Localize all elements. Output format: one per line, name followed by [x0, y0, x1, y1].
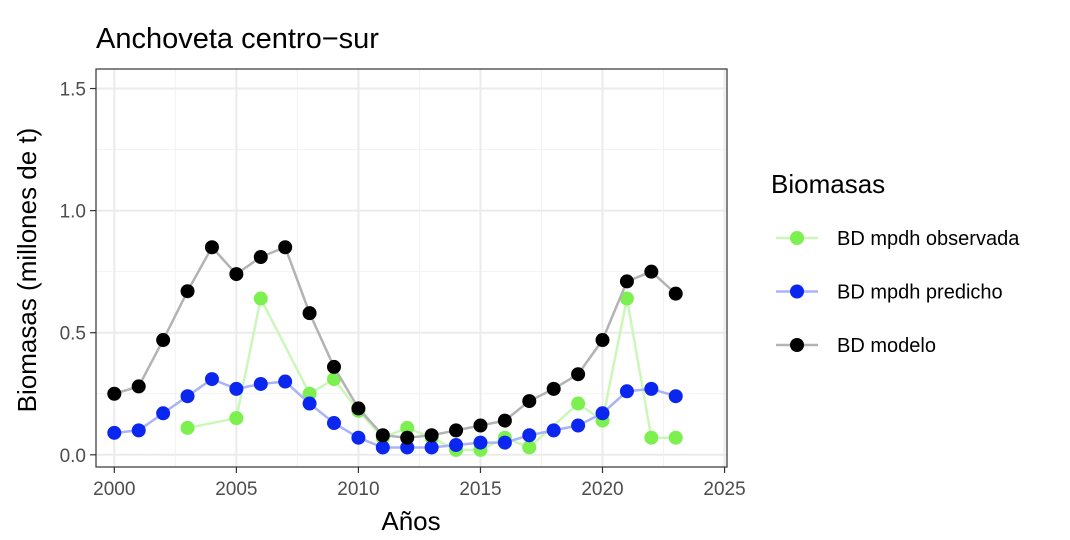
- data-point: [180, 389, 195, 404]
- legend-label: BD modelo: [837, 335, 936, 357]
- data-point: [546, 423, 561, 438]
- major-gridlines: [96, 69, 727, 467]
- data-point: [180, 284, 195, 299]
- data-point: [400, 420, 415, 435]
- series-line: [187, 297, 676, 452]
- data-point: [522, 428, 537, 443]
- data-point: [326, 359, 341, 374]
- legend-key-point: [790, 338, 804, 352]
- y-tick-label: 1.5: [60, 80, 86, 101]
- data-point: [619, 384, 634, 399]
- data-point: [400, 430, 415, 445]
- data-point: [497, 413, 512, 428]
- data-point: [326, 372, 341, 387]
- legend-label: BD mpdh predicho: [837, 282, 1003, 304]
- data-point: [595, 333, 610, 348]
- data-point: [302, 396, 317, 411]
- data-point: [644, 430, 659, 445]
- series-layer: [107, 240, 683, 457]
- data-point: [619, 274, 634, 289]
- x-axis: 2000 2005 2010 2015 2020 2025: [93, 467, 746, 500]
- data-point: [668, 430, 683, 445]
- x-tick-label: 2020: [581, 479, 623, 500]
- data-point: [107, 425, 122, 440]
- data-point: [302, 386, 317, 401]
- data-point: [229, 411, 244, 426]
- series-line: [113, 245, 677, 439]
- series-bd-modelo: [107, 240, 683, 445]
- plot-panel: [96, 69, 727, 467]
- data-point: [668, 286, 683, 301]
- data-point: [375, 428, 390, 443]
- data-point: [571, 396, 586, 411]
- data-point: [180, 420, 195, 435]
- data-point: [156, 406, 171, 421]
- legend-item: BD mpdh predicho: [776, 282, 1003, 304]
- legend-item: BD mpdh observada: [776, 228, 1020, 250]
- chart-title: Anchoveta centro−sur: [96, 23, 379, 55]
- data-point: [278, 240, 293, 255]
- minor-gridlines: [96, 69, 727, 467]
- data-point: [156, 333, 171, 348]
- data-point: [253, 250, 268, 265]
- data-point: [204, 240, 219, 255]
- data-point: [253, 291, 268, 306]
- data-point: [302, 306, 317, 321]
- data-point: [668, 389, 683, 404]
- data-point: [449, 423, 464, 438]
- data-point: [522, 394, 537, 409]
- data-point: [326, 416, 341, 431]
- data-point: [595, 406, 610, 421]
- data-point: [571, 418, 586, 433]
- y-tick-label: 1.0: [60, 202, 86, 223]
- data-point: [229, 381, 244, 396]
- y-tick-label: 0.0: [60, 446, 86, 467]
- series-bd-mpdh-predicho: [107, 372, 683, 455]
- plot-border: [95, 68, 728, 468]
- legend-title: Biomasas: [771, 169, 885, 199]
- data-point: [522, 440, 537, 455]
- data-point: [375, 440, 390, 455]
- data-point: [644, 381, 659, 396]
- x-tick-label: 2010: [337, 479, 379, 500]
- data-point: [400, 440, 415, 455]
- x-tick-label: 2015: [459, 479, 501, 500]
- legend-label: BD mpdh observada: [837, 228, 1020, 250]
- data-point: [473, 435, 488, 450]
- data-point: [424, 440, 439, 455]
- legend-item: BD modelo: [776, 335, 936, 357]
- legend-key-point: [790, 231, 804, 245]
- data-point: [424, 428, 439, 443]
- data-point: [619, 291, 634, 306]
- data-point: [497, 435, 512, 450]
- data-point: [571, 367, 586, 382]
- data-point: [351, 430, 366, 445]
- data-point: [644, 264, 659, 279]
- data-point: [278, 374, 293, 389]
- legend-key-point: [790, 284, 804, 299]
- y-axis: 0.0 0.5 1.0 1.5: [60, 80, 96, 467]
- data-point: [204, 372, 219, 387]
- y-axis-title: Biomasas (millones de t): [12, 128, 42, 413]
- data-point: [546, 381, 561, 396]
- x-tick-label: 2025: [703, 479, 745, 500]
- data-point: [229, 267, 244, 282]
- data-point: [107, 386, 122, 401]
- data-point: [131, 379, 146, 394]
- data-point: [253, 376, 268, 391]
- x-axis-title: Años: [381, 506, 440, 536]
- y-tick-label: 0.5: [60, 324, 86, 345]
- x-tick-label: 2005: [215, 479, 257, 500]
- legend: Biomasas BD mpdh observada BD mpdh predic…: [771, 169, 1020, 357]
- data-point: [131, 423, 146, 438]
- x-tick-label: 2000: [93, 479, 135, 500]
- data-point: [351, 401, 366, 416]
- data-point: [473, 418, 488, 433]
- data-point: [449, 438, 464, 453]
